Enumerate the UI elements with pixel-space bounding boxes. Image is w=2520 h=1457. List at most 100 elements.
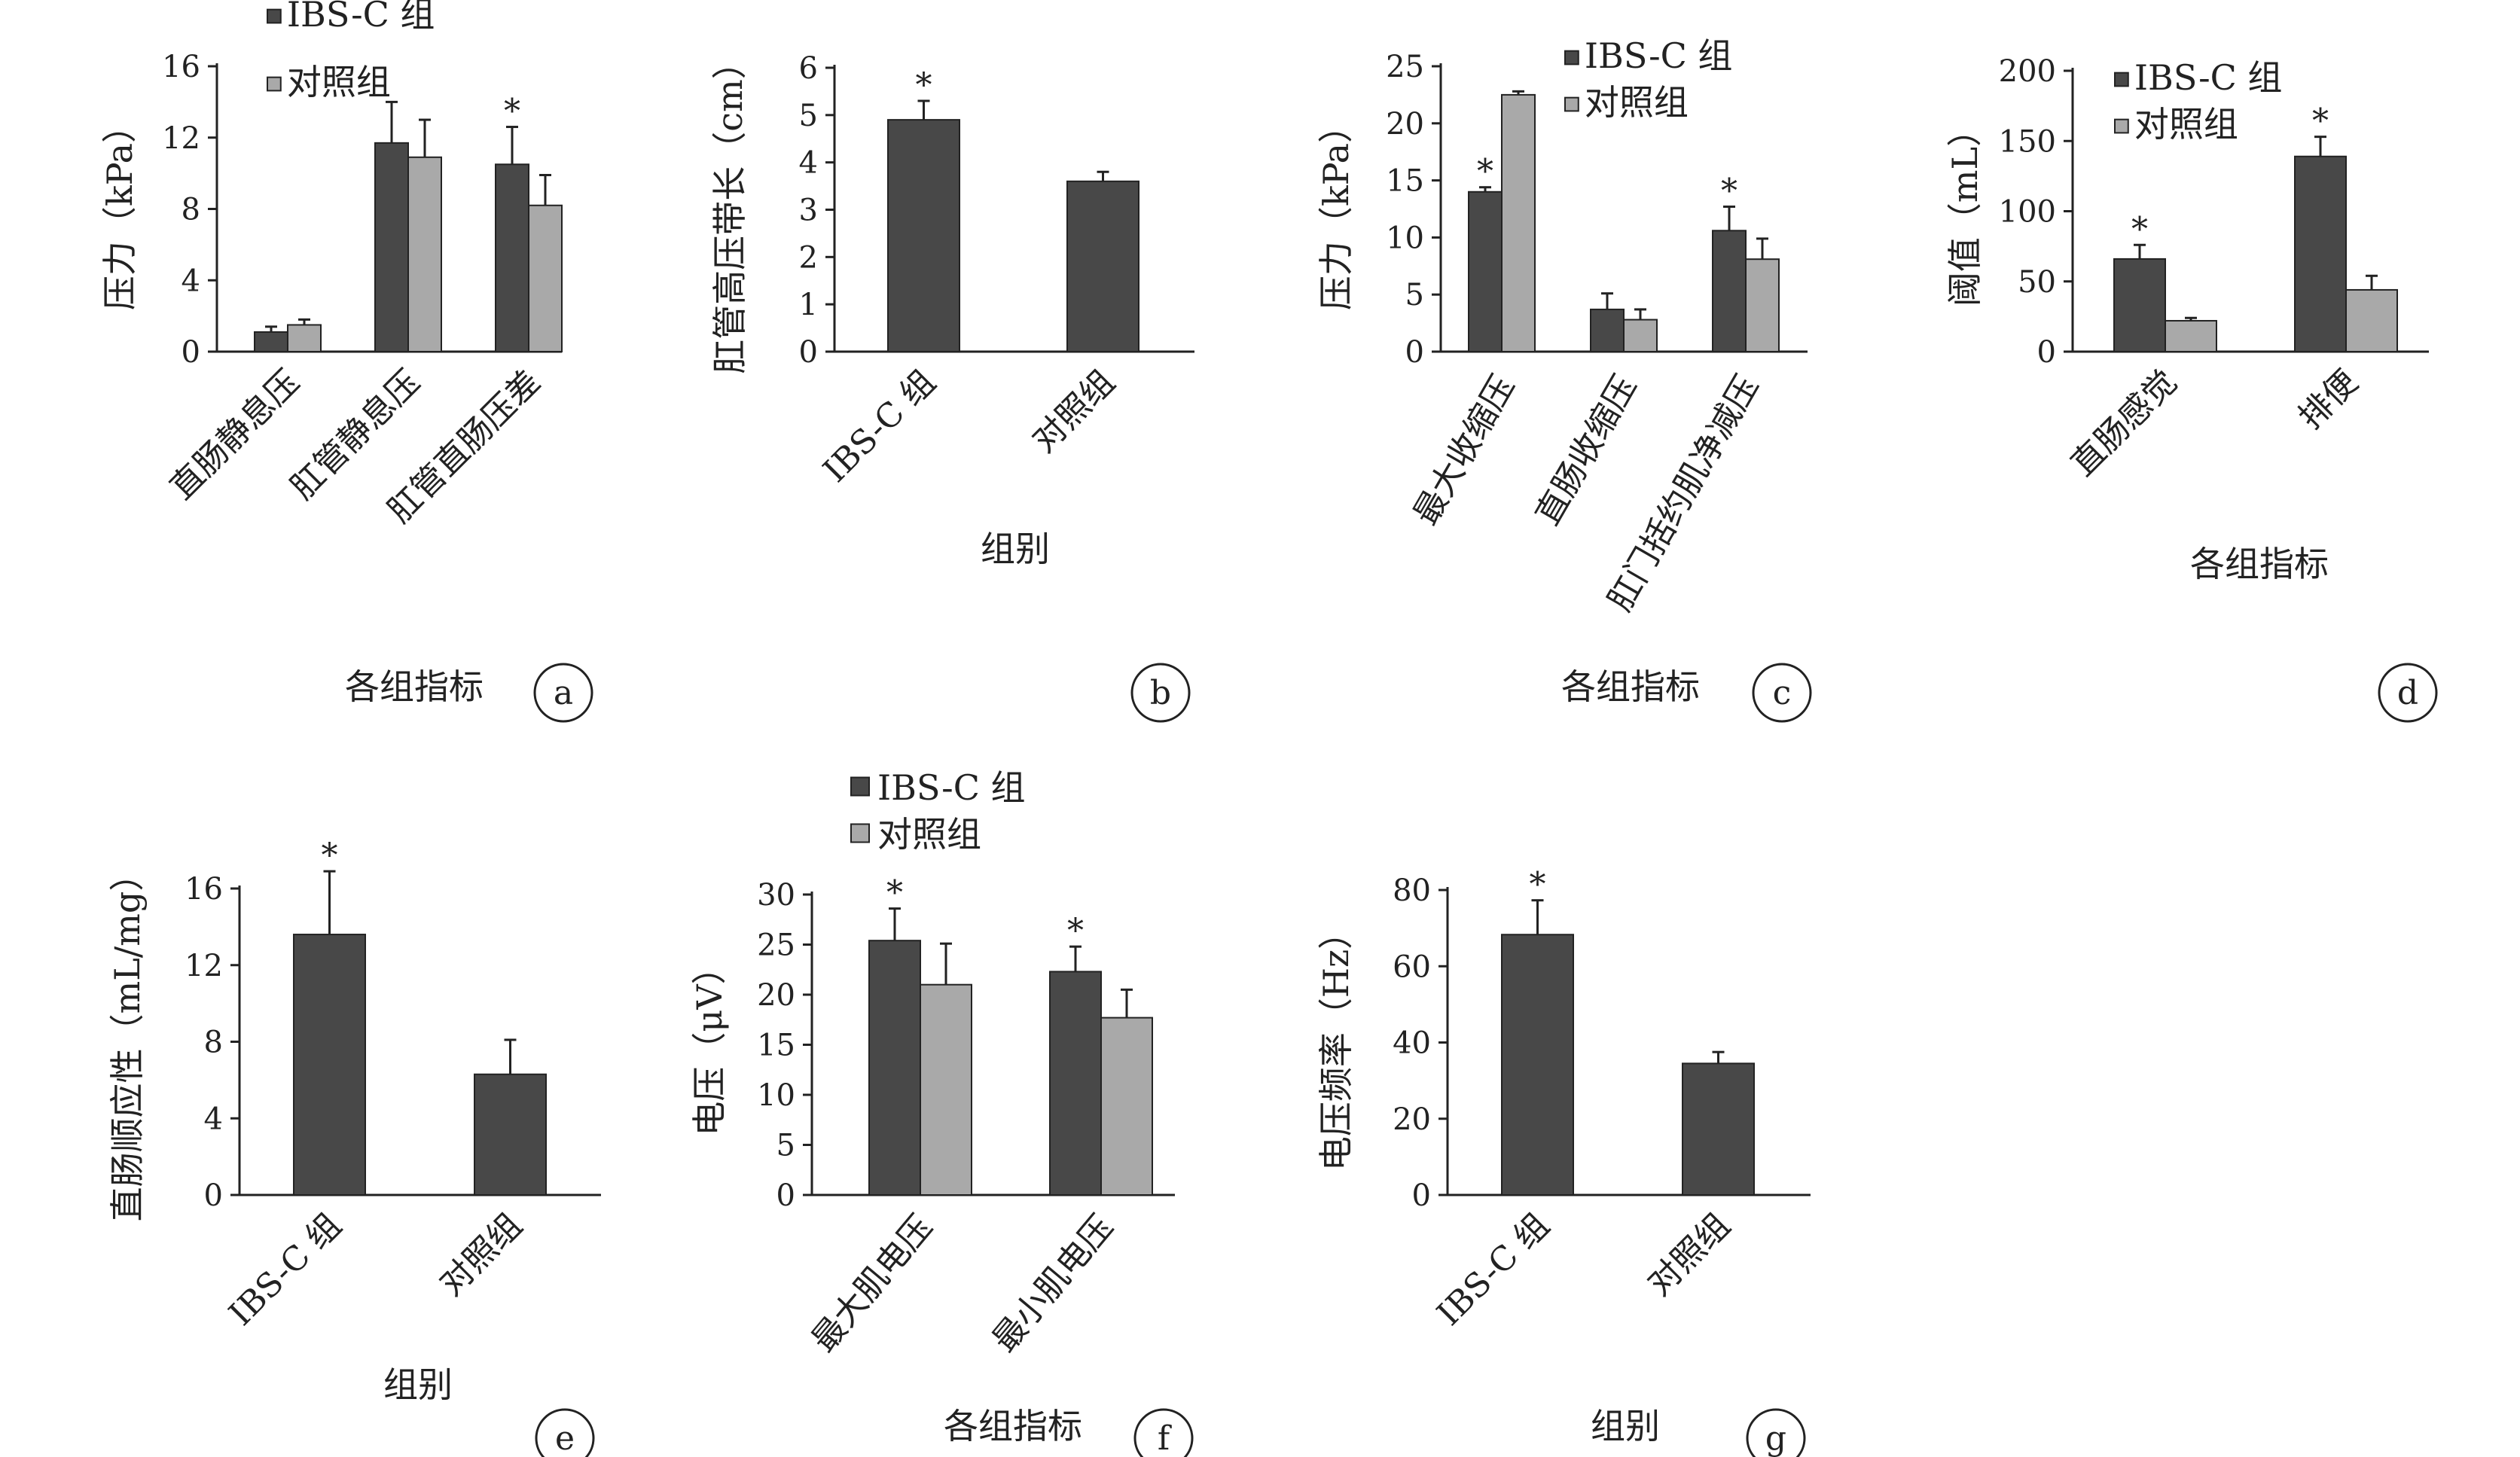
legend-label: 对照组 bbox=[877, 814, 981, 855]
category-label: 最大肌电压 bbox=[804, 1208, 940, 1359]
legend-swatch bbox=[850, 776, 870, 797]
y-axis-label: 压力（kPa） bbox=[1316, 108, 1356, 310]
y-tick-label: 0 bbox=[776, 1178, 795, 1213]
category-label: 直肠感觉 bbox=[2064, 363, 2185, 484]
category-label: IBS-C 组 bbox=[816, 363, 943, 490]
x-axis-label: 各组指标 bbox=[2190, 544, 2329, 584]
y-tick-label: 16 bbox=[162, 50, 200, 84]
bar bbox=[1066, 180, 1139, 352]
y-tick-label: 25 bbox=[757, 928, 795, 963]
legend-label: 对照组 bbox=[1585, 82, 1689, 123]
panel-label: g bbox=[1765, 1419, 1786, 1457]
y-tick-label: 5 bbox=[799, 99, 818, 133]
bar bbox=[1100, 1017, 1153, 1196]
significance-star: * bbox=[504, 93, 520, 131]
legend-swatch bbox=[1564, 50, 1579, 66]
x-axis-label: 组别 bbox=[981, 529, 1050, 569]
category-label: 最小肌电压 bbox=[985, 1208, 1121, 1359]
significance-star: * bbox=[1530, 866, 1546, 904]
y-tick-label: 150 bbox=[1999, 124, 2056, 159]
bar bbox=[868, 940, 921, 1196]
y-tick-label: 60 bbox=[1393, 949, 1431, 984]
y-tick-label: 100 bbox=[1999, 195, 2056, 230]
legend-label: IBS-C 组 bbox=[1585, 35, 1733, 76]
significance-star: * bbox=[916, 66, 932, 105]
panel-label-circle bbox=[535, 1408, 595, 1457]
legend-label: 对照组 bbox=[287, 62, 391, 102]
y-tick-label: 3 bbox=[799, 194, 818, 228]
significance-star: * bbox=[886, 874, 903, 913]
y-tick-label: 0 bbox=[182, 335, 200, 370]
bar bbox=[1682, 1062, 1755, 1196]
legend-swatch bbox=[850, 823, 870, 843]
significance-star: * bbox=[322, 837, 338, 875]
bar bbox=[495, 163, 529, 352]
y-tick-label: 6 bbox=[799, 51, 818, 86]
category-label: 对照组 bbox=[1640, 1206, 1737, 1303]
bar bbox=[1501, 93, 1536, 353]
legend-label: IBS-C 组 bbox=[877, 767, 1026, 808]
y-tick-label: 20 bbox=[757, 978, 795, 1013]
bar bbox=[887, 119, 960, 352]
category-label: 直肠静息压 bbox=[163, 363, 307, 508]
bar bbox=[528, 204, 563, 353]
legend-label: IBS-C 组 bbox=[2134, 57, 2283, 98]
bar bbox=[287, 324, 322, 352]
legend-label: IBS-C 组 bbox=[287, 0, 435, 35]
y-tick-label: 2 bbox=[799, 240, 818, 275]
y-axis-label: 电压（μV） bbox=[689, 949, 730, 1135]
y-tick-label: 15 bbox=[757, 1029, 795, 1063]
y-tick-label: 0 bbox=[1405, 335, 1424, 370]
panel-label: f bbox=[1158, 1419, 1172, 1457]
y-tick-label: 0 bbox=[1412, 1178, 1431, 1213]
legend-swatch bbox=[267, 8, 282, 24]
y-tick-label: 0 bbox=[2037, 335, 2056, 370]
y-tick-label: 30 bbox=[757, 878, 795, 913]
bar bbox=[1745, 258, 1780, 353]
x-axis-label: 组别 bbox=[1591, 1406, 1660, 1446]
y-axis-label: 肛管高压带长（cm） bbox=[709, 44, 750, 373]
bar bbox=[2294, 155, 2347, 352]
panel-label-circle bbox=[1752, 663, 1812, 723]
y-tick-label: 4 bbox=[182, 264, 200, 298]
y-axis-label: 电压频率（Hz） bbox=[1316, 915, 1356, 1171]
category-label: 对照组 bbox=[432, 1206, 529, 1303]
y-tick-label: 25 bbox=[1386, 50, 1424, 84]
significance-star: * bbox=[1721, 172, 1737, 210]
legend-label: 对照组 bbox=[2134, 104, 2238, 145]
y-axis-label: 压力（kPa） bbox=[99, 108, 140, 310]
panel-label: e bbox=[555, 1419, 575, 1457]
bar bbox=[293, 934, 366, 1196]
category-label: 对照组 bbox=[1025, 363, 1122, 460]
y-tick-label: 10 bbox=[757, 1078, 795, 1113]
y-tick-label: 5 bbox=[1405, 278, 1424, 312]
significance-star: * bbox=[1477, 153, 1493, 191]
panel-label: a bbox=[554, 674, 573, 712]
bar bbox=[2113, 258, 2166, 352]
y-tick-label: 16 bbox=[185, 872, 223, 907]
y-tick-label: 200 bbox=[1999, 54, 2056, 89]
y-tick-label: 4 bbox=[204, 1102, 223, 1136]
category-label: 排便 bbox=[2291, 363, 2365, 437]
significance-star: * bbox=[1067, 912, 1084, 950]
bar bbox=[920, 983, 972, 1196]
legend-swatch bbox=[2114, 118, 2129, 134]
y-tick-label: 80 bbox=[1393, 873, 1431, 908]
panel-label: b bbox=[1150, 674, 1171, 712]
bar bbox=[2345, 288, 2398, 352]
y-tick-label: 15 bbox=[1386, 164, 1424, 199]
y-tick-label: 8 bbox=[204, 1026, 223, 1060]
y-tick-label: 5 bbox=[776, 1129, 795, 1163]
y-axis-label: 直肠顺应性（mL/mg） bbox=[107, 857, 148, 1222]
category-label: 最大收缩压 bbox=[1406, 369, 1522, 532]
bar bbox=[1590, 308, 1625, 352]
y-tick-label: 4 bbox=[799, 146, 818, 181]
significance-star: * bbox=[2131, 210, 2148, 248]
x-axis-label: 各组指标 bbox=[1561, 666, 1700, 707]
panel-label-circle bbox=[1130, 663, 1191, 723]
panel-label-circle bbox=[2378, 663, 2438, 723]
legend-swatch bbox=[1564, 96, 1579, 112]
bar bbox=[2165, 319, 2217, 352]
bar bbox=[407, 156, 442, 352]
